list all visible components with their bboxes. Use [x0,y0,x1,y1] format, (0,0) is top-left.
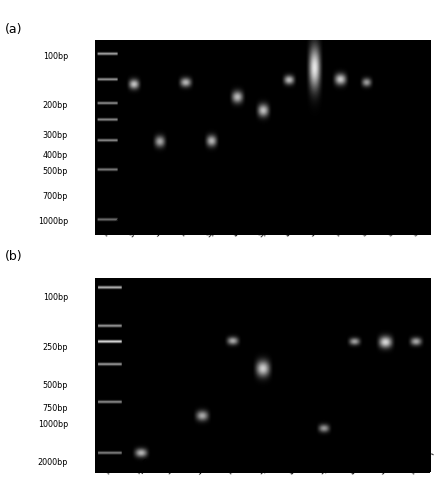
Text: 750bp: 750bp [42,404,68,413]
Text: 300bp: 300bp [43,130,68,140]
Text: fenB: fenB [225,458,244,476]
Text: sfp: sfp [127,224,142,239]
Text: 250bp: 250bp [42,343,68,352]
Text: 500bp: 500bp [43,168,68,176]
Text: FENCEA: FENCEA [408,448,436,476]
Text: BACD: BACD [282,218,303,239]
Text: 2000bp: 2000bp [37,458,68,467]
Text: BACD: BACD [348,455,369,476]
Text: (b): (b) [4,250,22,263]
Text: BAC: BAC [287,459,304,476]
Text: 500bp: 500bp [43,382,68,390]
Text: 1000bp: 1000bp [38,218,68,226]
Text: sfp: sfp [164,462,179,476]
Text: 100bp: 100bp [43,292,68,302]
Text: 100bp: 100bp [43,52,68,60]
Text: spaS: spaS [256,457,275,476]
Text: 200bp: 200bp [43,102,68,110]
Text: srfAA: srfAA [153,218,174,239]
Text: ituD: ituD [411,221,429,239]
Text: spa: spa [317,460,333,476]
Text: (a): (a) [4,22,22,36]
Text: 400bp: 400bp [43,152,68,160]
Text: 1000bp: 1000bp [38,420,68,428]
Text: 700bp: 700bp [43,192,68,200]
Text: spaS: spaS [256,220,275,239]
Text: BAC: BAC [230,222,247,239]
Text: FENCEA: FENCEA [333,211,361,239]
Text: srfAA: srfAA [195,456,216,476]
Text: rpoB: rpoB [134,458,153,476]
Text: ituA: ituA [359,222,377,239]
Text: ituC: ituC [385,222,402,239]
Text: spa: spa [205,223,220,239]
Text: SPAB-ERIB: SPAB-ERIB [378,442,412,476]
Text: SPAB-ERIB: SPAB-ERIB [307,204,342,239]
Text: fenB: fenB [179,220,197,239]
Text: Marker: Marker [104,451,129,476]
Text: Marker: Marker [101,214,127,239]
